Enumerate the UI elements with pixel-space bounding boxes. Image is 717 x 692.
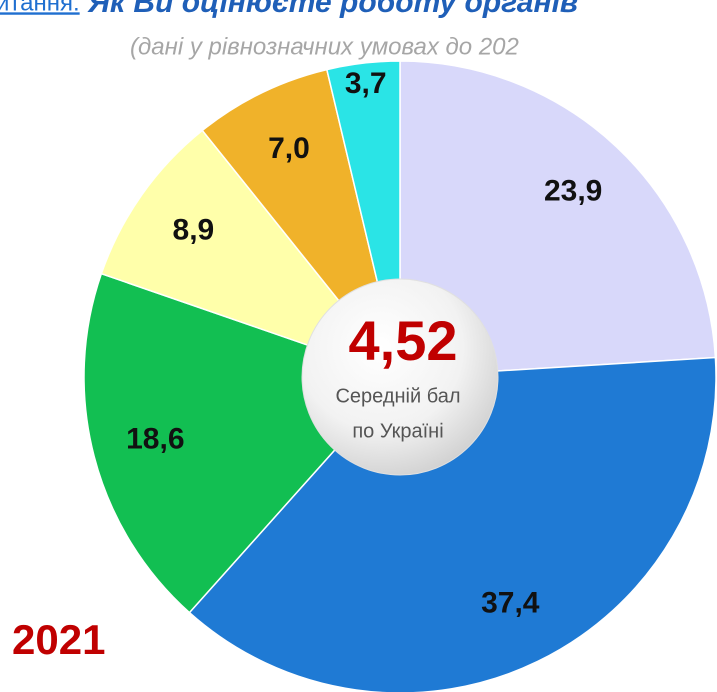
data-label: 8,9 (173, 213, 215, 246)
question-prefix: итання: (0, 0, 80, 16)
center-disc (301, 278, 499, 476)
data-label: 3,7 (345, 67, 387, 100)
chart-subtitle: (дані у рівнозначних умовах до 202 (130, 33, 519, 60)
slice (399, 60, 717, 378)
year-label: 2021 (12, 616, 105, 663)
center-value: 4,52 (349, 309, 458, 372)
data-label: 37,4 (481, 586, 540, 619)
center-label: по Україні (352, 420, 443, 442)
data-label: 23,9 (544, 175, 602, 208)
chart-title: Як Ви оцінюєте роботу органів (87, 0, 578, 19)
center-label: Середній бал (335, 385, 460, 407)
data-label: 18,6 (126, 422, 184, 455)
slice (188, 356, 717, 692)
data-label: 7,0 (268, 132, 310, 165)
